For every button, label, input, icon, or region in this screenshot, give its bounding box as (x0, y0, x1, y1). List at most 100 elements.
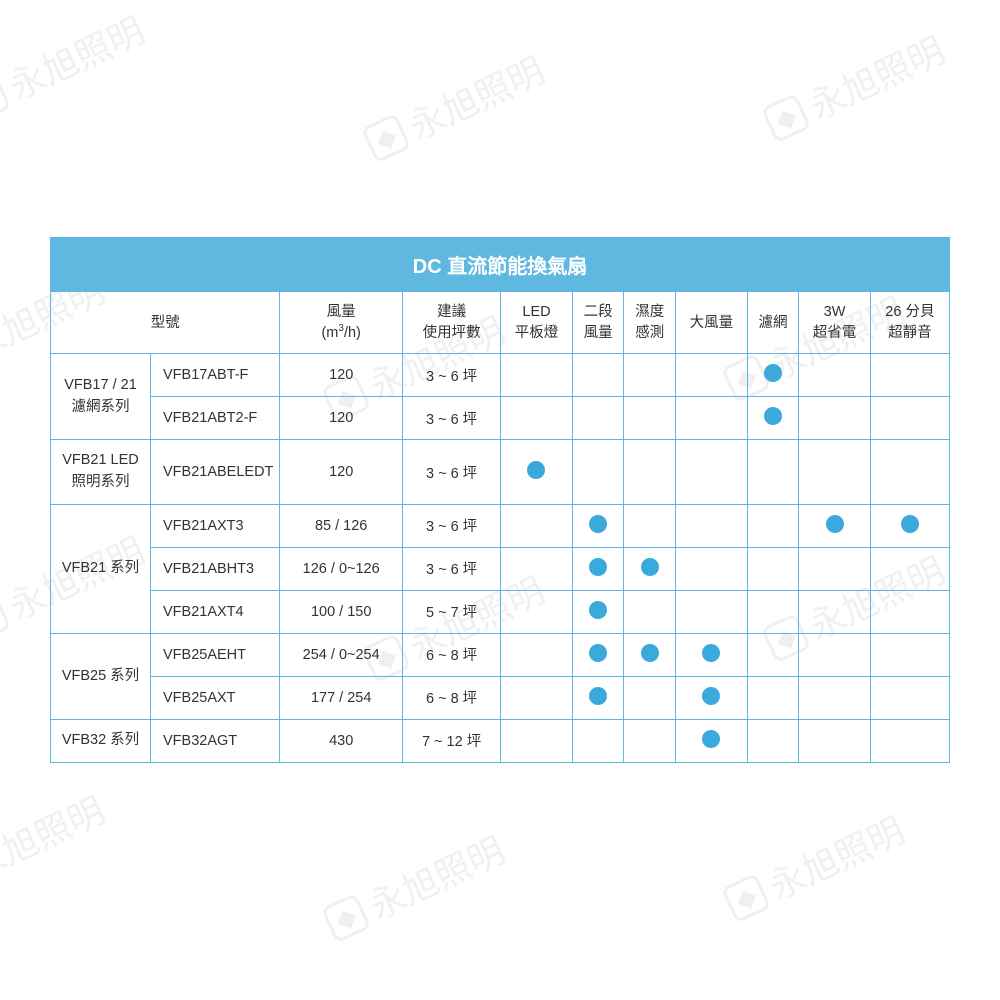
quiet-cell (870, 547, 949, 590)
humidity-cell (624, 397, 676, 440)
feature-dot-icon (589, 515, 607, 533)
col-two-speed: 二段風量 (572, 292, 624, 354)
led-cell (501, 354, 572, 397)
low_watt-cell (799, 547, 870, 590)
airflow-cell: 126 / 0~126 (280, 547, 403, 590)
product-spec-table-container: DC 直流節能換氣扇 型號 風量(m3/h) 建議使用坪數 LED平板燈 二段風… (50, 237, 950, 763)
high_air-cell (676, 504, 747, 547)
col-filter: 濾網 (747, 292, 799, 354)
col-led: LED平板燈 (501, 292, 572, 354)
feature-dot-icon (901, 515, 919, 533)
table-header-row: 型號 風量(m3/h) 建議使用坪數 LED平板燈 二段風量 濕度感測 大風量 … (51, 292, 950, 354)
table-row: VFB32 系列VFB32AGT4307 ~ 12 坪 (51, 719, 950, 762)
low_watt-cell (799, 676, 870, 719)
airflow-cell: 85 / 126 (280, 504, 403, 547)
col-humidity: 濕度感測 (624, 292, 676, 354)
high_air-cell (676, 440, 747, 505)
group-label: VFB25 系列 (51, 633, 151, 719)
led-cell (501, 547, 572, 590)
humidity-cell (624, 676, 676, 719)
airflow-cell: 254 / 0~254 (280, 633, 403, 676)
low_watt-cell (799, 440, 870, 505)
high_air-cell (676, 719, 747, 762)
feature-dot-icon (702, 687, 720, 705)
low_watt-cell (799, 504, 870, 547)
feature-dot-icon (589, 601, 607, 619)
feature-dot-icon (527, 461, 545, 479)
model-cell: VFB25AXT (151, 676, 280, 719)
area-cell: 3 ~ 6 坪 (402, 397, 500, 440)
two_speed-cell (572, 547, 624, 590)
led-cell (501, 633, 572, 676)
table-row: VFB21 系列VFB21AXT385 / 1263 ~ 6 坪 (51, 504, 950, 547)
feature-dot-icon (589, 644, 607, 662)
table-row: VFB21AXT4100 / 1505 ~ 7 坪 (51, 590, 950, 633)
col-high-air: 大風量 (676, 292, 747, 354)
airflow-cell: 430 (280, 719, 403, 762)
group-label: VFB32 系列 (51, 719, 151, 762)
two_speed-cell (572, 633, 624, 676)
model-cell: VFB17ABT-F (151, 354, 280, 397)
quiet-cell (870, 676, 949, 719)
two_speed-cell (572, 719, 624, 762)
humidity-cell (624, 504, 676, 547)
high_air-cell (676, 397, 747, 440)
quiet-cell (870, 397, 949, 440)
two_speed-cell (572, 440, 624, 505)
low_watt-cell (799, 397, 870, 440)
area-cell: 3 ~ 6 坪 (402, 354, 500, 397)
col-airflow: 風量(m3/h) (280, 292, 403, 354)
feature-dot-icon (589, 558, 607, 576)
area-cell: 6 ~ 8 坪 (402, 676, 500, 719)
filter-cell (747, 354, 799, 397)
col-area: 建議使用坪數 (402, 292, 500, 354)
table-row: VFB25AXT177 / 2546 ~ 8 坪 (51, 676, 950, 719)
airflow-cell: 177 / 254 (280, 676, 403, 719)
high_air-cell (676, 590, 747, 633)
two_speed-cell (572, 590, 624, 633)
low_watt-cell (799, 719, 870, 762)
humidity-cell (624, 354, 676, 397)
feature-dot-icon (702, 730, 720, 748)
led-cell (501, 676, 572, 719)
group-label: VFB21 LED照明系列 (51, 440, 151, 505)
area-cell: 3 ~ 6 坪 (402, 440, 500, 505)
filter-cell (747, 504, 799, 547)
filter-cell (747, 676, 799, 719)
table-row: VFB21ABHT3126 / 0~1263 ~ 6 坪 (51, 547, 950, 590)
two_speed-cell (572, 354, 624, 397)
two_speed-cell (572, 676, 624, 719)
humidity-cell (624, 719, 676, 762)
quiet-cell (870, 590, 949, 633)
table-row: VFB25 系列VFB25AEHT254 / 0~2546 ~ 8 坪 (51, 633, 950, 676)
feature-dot-icon (702, 644, 720, 662)
quiet-cell (870, 440, 949, 505)
airflow-cell: 120 (280, 354, 403, 397)
model-cell: VFB32AGT (151, 719, 280, 762)
group-label: VFB21 系列 (51, 504, 151, 633)
two_speed-cell (572, 397, 624, 440)
two_speed-cell (572, 504, 624, 547)
model-cell: VFB21AXT4 (151, 590, 280, 633)
quiet-cell (870, 504, 949, 547)
group-label: VFB17 / 21濾網系列 (51, 354, 151, 440)
high_air-cell (676, 676, 747, 719)
filter-cell (747, 719, 799, 762)
col-quiet: 26 分貝超靜音 (870, 292, 949, 354)
humidity-cell (624, 440, 676, 505)
table-row: VFB21 LED照明系列VFB21ABELEDT1203 ~ 6 坪 (51, 440, 950, 505)
led-cell (501, 719, 572, 762)
high_air-cell (676, 633, 747, 676)
feature-dot-icon (641, 644, 659, 662)
model-cell: VFB21AXT3 (151, 504, 280, 547)
quiet-cell (870, 719, 949, 762)
quiet-cell (870, 633, 949, 676)
model-cell: VFB25AEHT (151, 633, 280, 676)
low_watt-cell (799, 354, 870, 397)
led-cell (501, 504, 572, 547)
feature-dot-icon (764, 407, 782, 425)
high_air-cell (676, 354, 747, 397)
area-cell: 7 ~ 12 坪 (402, 719, 500, 762)
table-title: DC 直流節能換氣扇 (51, 238, 950, 292)
filter-cell (747, 590, 799, 633)
